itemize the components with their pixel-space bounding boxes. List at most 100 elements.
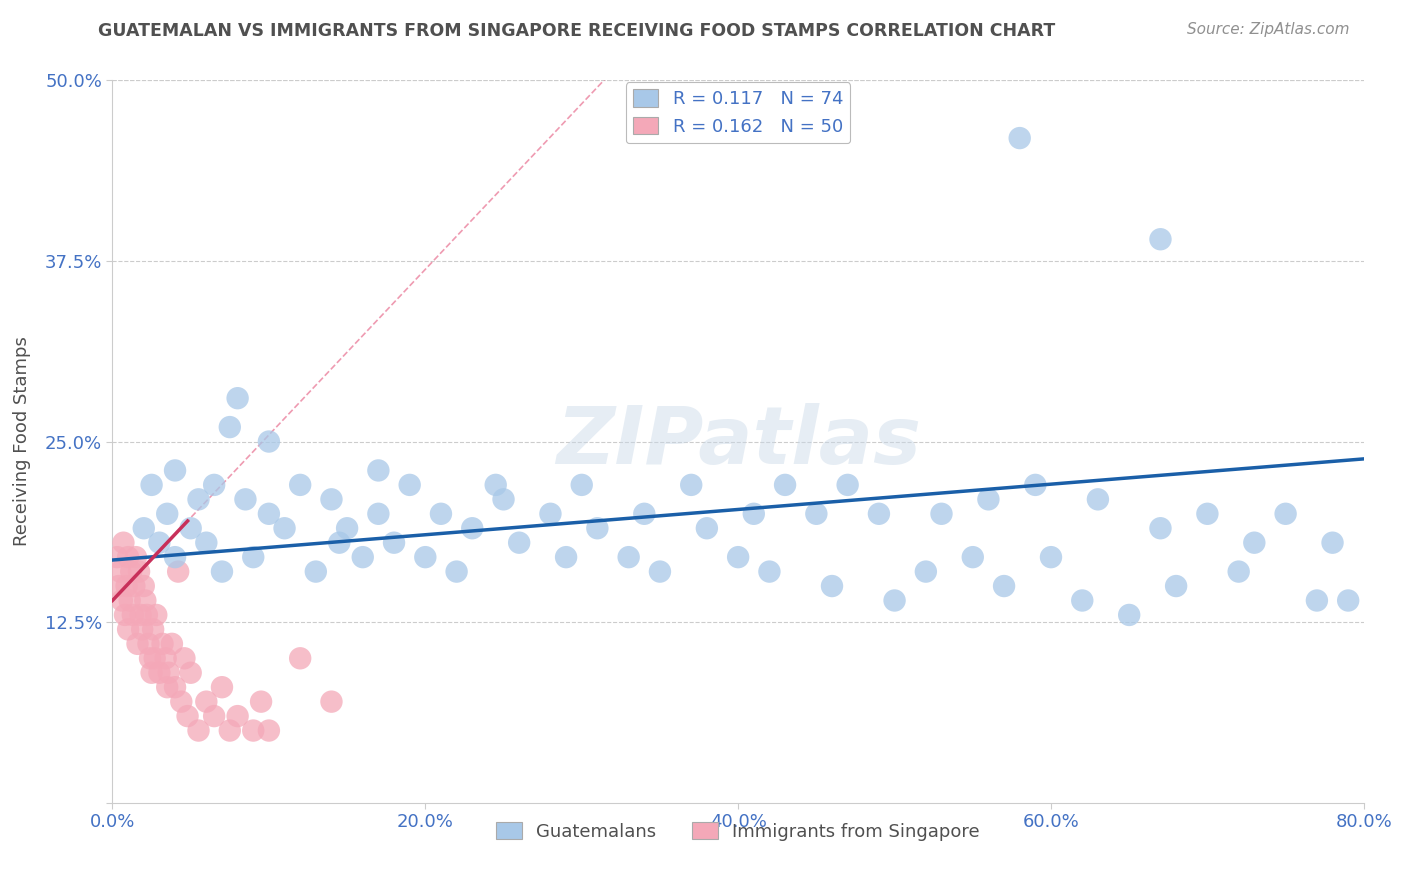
Point bbox=[117, 550, 139, 565]
Point bbox=[125, 550, 148, 565]
Point bbox=[129, 607, 152, 622]
Point bbox=[173, 651, 195, 665]
Point bbox=[883, 593, 905, 607]
Point bbox=[134, 593, 156, 607]
Point bbox=[336, 521, 359, 535]
Point bbox=[139, 651, 162, 665]
Point bbox=[273, 521, 295, 535]
Point bbox=[367, 507, 389, 521]
Point bbox=[187, 492, 209, 507]
Point bbox=[821, 579, 844, 593]
Point bbox=[142, 623, 165, 637]
Point bbox=[131, 623, 153, 637]
Point bbox=[962, 550, 984, 565]
Point bbox=[977, 492, 1000, 507]
Point bbox=[218, 420, 240, 434]
Point bbox=[508, 535, 530, 549]
Point bbox=[141, 478, 163, 492]
Point bbox=[696, 521, 718, 535]
Point bbox=[163, 680, 186, 694]
Point bbox=[148, 535, 170, 549]
Point bbox=[155, 651, 177, 665]
Point bbox=[1337, 593, 1360, 607]
Point bbox=[242, 550, 264, 565]
Point bbox=[218, 723, 240, 738]
Point bbox=[931, 507, 953, 521]
Legend: Guatemalans, Immigrants from Singapore: Guatemalans, Immigrants from Singapore bbox=[489, 814, 987, 848]
Point bbox=[398, 478, 420, 492]
Point bbox=[617, 550, 640, 565]
Point bbox=[321, 695, 343, 709]
Point bbox=[993, 579, 1015, 593]
Point bbox=[446, 565, 468, 579]
Point bbox=[148, 665, 170, 680]
Point bbox=[163, 463, 186, 477]
Point bbox=[202, 709, 225, 723]
Point bbox=[321, 492, 343, 507]
Point bbox=[1274, 507, 1296, 521]
Point bbox=[257, 507, 280, 521]
Point bbox=[1166, 579, 1188, 593]
Point bbox=[152, 637, 174, 651]
Point bbox=[1071, 593, 1094, 607]
Point bbox=[1024, 478, 1046, 492]
Point bbox=[367, 463, 389, 477]
Point bbox=[121, 607, 143, 622]
Point bbox=[115, 579, 138, 593]
Point bbox=[132, 579, 155, 593]
Point bbox=[156, 507, 179, 521]
Point bbox=[915, 565, 938, 579]
Y-axis label: Receiving Food Stamps: Receiving Food Stamps bbox=[13, 336, 31, 547]
Text: GUATEMALAN VS IMMIGRANTS FROM SINGAPORE RECEIVING FOOD STAMPS CORRELATION CHART: GUATEMALAN VS IMMIGRANTS FROM SINGAPORE … bbox=[98, 22, 1056, 40]
Point bbox=[110, 565, 132, 579]
Point bbox=[1227, 565, 1250, 579]
Point bbox=[145, 607, 167, 622]
Point bbox=[143, 651, 166, 665]
Point bbox=[157, 665, 180, 680]
Point bbox=[160, 637, 183, 651]
Point bbox=[328, 535, 350, 549]
Point bbox=[128, 565, 150, 579]
Point bbox=[727, 550, 749, 565]
Point bbox=[681, 478, 703, 492]
Point bbox=[117, 623, 139, 637]
Point bbox=[226, 391, 249, 405]
Point bbox=[415, 550, 437, 565]
Point bbox=[382, 535, 405, 549]
Point bbox=[742, 507, 765, 521]
Point bbox=[1197, 507, 1219, 521]
Point bbox=[138, 637, 160, 651]
Point bbox=[120, 565, 142, 579]
Point bbox=[124, 579, 146, 593]
Point bbox=[1322, 535, 1344, 549]
Point bbox=[107, 579, 129, 593]
Point bbox=[1008, 131, 1031, 145]
Point bbox=[242, 723, 264, 738]
Point bbox=[633, 507, 655, 521]
Point bbox=[195, 535, 218, 549]
Point bbox=[127, 637, 149, 651]
Point bbox=[141, 665, 163, 680]
Point bbox=[492, 492, 515, 507]
Point bbox=[555, 550, 578, 565]
Point bbox=[112, 535, 135, 549]
Text: ZIPatlas: ZIPatlas bbox=[555, 402, 921, 481]
Point bbox=[773, 478, 796, 492]
Point bbox=[806, 507, 828, 521]
Point bbox=[571, 478, 593, 492]
Point bbox=[257, 723, 280, 738]
Point bbox=[837, 478, 859, 492]
Point bbox=[586, 521, 609, 535]
Point bbox=[211, 680, 233, 694]
Point bbox=[132, 521, 155, 535]
Point bbox=[305, 565, 328, 579]
Point bbox=[170, 695, 193, 709]
Point bbox=[235, 492, 257, 507]
Point bbox=[1118, 607, 1140, 622]
Point bbox=[1306, 593, 1329, 607]
Point bbox=[111, 593, 134, 607]
Point bbox=[167, 565, 190, 579]
Point bbox=[1039, 550, 1063, 565]
Point bbox=[290, 478, 312, 492]
Point bbox=[195, 695, 218, 709]
